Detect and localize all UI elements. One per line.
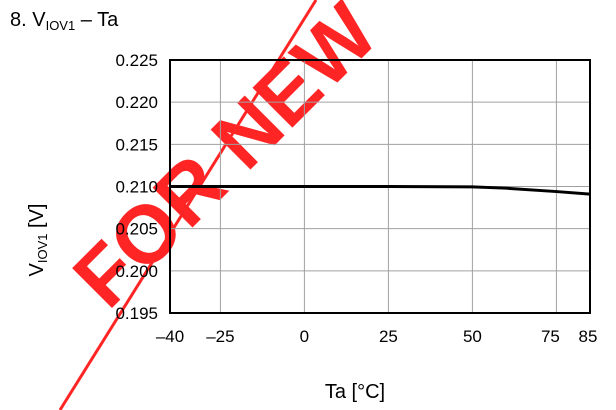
x-tick-labels: –40 –25 0 25 50 75 85	[156, 327, 598, 346]
x-tick-label: –25	[206, 327, 234, 346]
series-line	[170, 185, 591, 196]
x-tick-label: 0	[300, 327, 309, 346]
watermark-text: FOR NEW	[56, 0, 395, 325]
y-tick-label: 0.210	[115, 178, 158, 197]
y-axis-label-main: V	[26, 262, 48, 276]
y-tick-labels: 0.195 0.200 0.205 0.210 0.215 0.220 0.225	[115, 51, 158, 323]
y-axis-label-suffix: [V]	[26, 204, 48, 234]
series-layer	[170, 185, 591, 196]
plot-frame	[169, 59, 591, 314]
watermark-stroke	[58, 0, 318, 410]
chart-title: 8. VIOV1 – Ta	[10, 9, 119, 33]
y-axis-label: VIOV1 [V]	[26, 204, 50, 277]
x-tick-label: 50	[463, 327, 482, 346]
x-axis-label: Ta [°C]	[325, 381, 385, 403]
y-tick-label: 0.200	[115, 262, 158, 281]
y-tick-label: 0.205	[115, 220, 158, 239]
y-tick-label: 0.195	[115, 304, 158, 323]
y-tick-label: 0.215	[115, 135, 158, 154]
x-tick-label: 25	[379, 327, 398, 346]
x-tick-label: –40	[156, 327, 184, 346]
y-axis-label-subscript: IOV1	[35, 234, 50, 264]
grid	[170, 60, 590, 313]
chart-title-prefix: 8. V	[10, 9, 46, 31]
chart-title-suffix: – Ta	[75, 9, 119, 31]
y-tick-label: 0.225	[115, 51, 158, 70]
x-tick-label: 85	[579, 327, 598, 346]
chart-title-subscript: IOV1	[46, 18, 76, 33]
x-tick-label: 75	[541, 327, 560, 346]
watermark: FOR NEW	[56, 0, 395, 410]
y-tick-label: 0.220	[115, 93, 158, 112]
